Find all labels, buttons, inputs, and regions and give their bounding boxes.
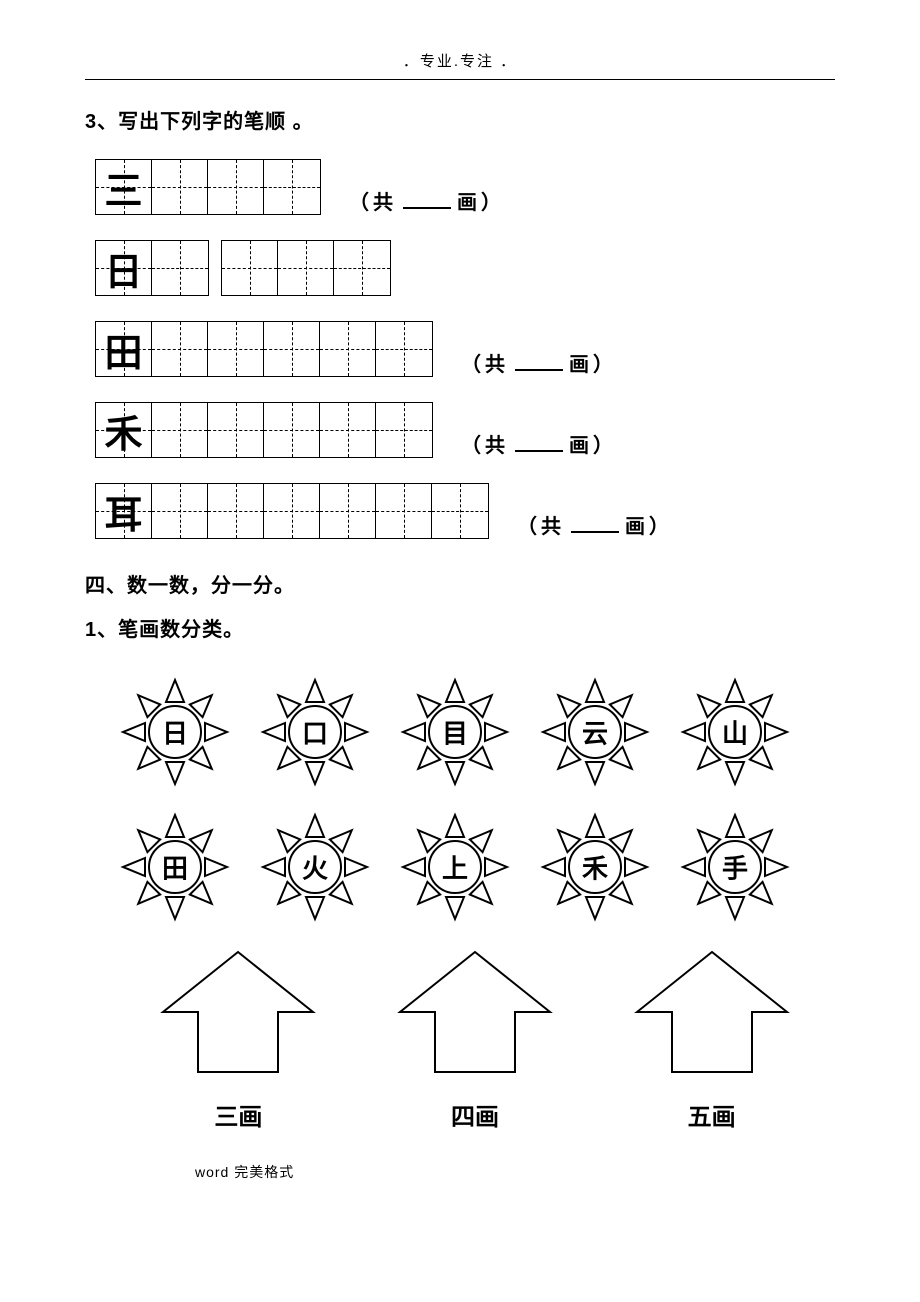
count-blank[interactable] <box>571 517 619 533</box>
arrow-label: 四画 <box>395 1097 555 1132</box>
grid-cell[interactable] <box>320 322 376 376</box>
grid-cell[interactable] <box>376 322 432 376</box>
worksheet-page: ．专业.专注 ． 3、写出下列字的笔顺 。 三（共画）日田（共画）禾（共画）耳（… <box>0 0 920 1212</box>
seed-character: 三 <box>104 160 142 215</box>
stroke-row: 日 <box>95 240 835 296</box>
category-arrow: 三画 <box>158 947 318 1132</box>
grid-cell[interactable] <box>152 241 208 295</box>
sun-character: 云 <box>582 714 608 751</box>
count-blank[interactable] <box>515 436 563 452</box>
count-suffix: 画） <box>457 186 505 215</box>
count-blank[interactable] <box>515 355 563 371</box>
sun-character: 田 <box>162 849 188 886</box>
count-prefix: （共 <box>461 429 509 458</box>
grid-cell[interactable]: 三 <box>96 160 152 214</box>
grid-cell[interactable] <box>208 484 264 538</box>
suns-row-1: 日口目云山 <box>115 672 835 792</box>
stroke-row: 三 （共 画） <box>95 159 835 215</box>
stroke-count-label: （共 画） <box>461 348 617 377</box>
sun-badge: 禾 <box>535 807 655 927</box>
grid-cell[interactable] <box>208 403 264 457</box>
grid-cell[interactable] <box>208 160 264 214</box>
grid-cell[interactable] <box>264 322 320 376</box>
grid-cell[interactable] <box>376 403 432 457</box>
top-rule <box>85 79 835 80</box>
grid-cell[interactable] <box>152 160 208 214</box>
grid-cell[interactable] <box>320 403 376 457</box>
sun-character: 火 <box>302 849 328 886</box>
stroke-row: 田 （共 画） <box>95 321 835 377</box>
sun-badge: 日 <box>115 672 235 792</box>
sun-character: 山 <box>722 714 748 751</box>
count-suffix: 画） <box>569 429 617 458</box>
arrow-label: 三画 <box>158 1097 318 1132</box>
grid-strip: 日 <box>95 240 209 296</box>
section4-sub: 1、笔画数分类。 <box>85 613 835 642</box>
category-arrow: 五画 <box>632 947 792 1132</box>
footer-text: word 完美格式 <box>195 1162 835 1182</box>
stroke-order-rows: 三（共画）日田（共画）禾（共画）耳（共画） <box>85 159 835 539</box>
header-text: ．专业.专注 ． <box>85 50 835 71</box>
grid-strip <box>221 240 391 296</box>
seed-character: 禾 <box>104 403 142 458</box>
sun-badge: 目 <box>395 672 515 792</box>
grid-strip: 田 <box>95 321 433 377</box>
sun-badge: 口 <box>255 672 375 792</box>
suns-row-2: 田火上禾手 <box>115 807 835 927</box>
sun-badge: 田 <box>115 807 235 927</box>
count-prefix: （共 <box>517 510 565 539</box>
arrow-label: 五画 <box>632 1097 792 1132</box>
category-arrow: 四画 <box>395 947 555 1132</box>
stroke-row: 耳 （共 画） <box>95 483 835 539</box>
count-suffix: 画） <box>625 510 673 539</box>
grid-cell[interactable]: 田 <box>96 322 152 376</box>
grid-cell[interactable] <box>208 322 264 376</box>
suns-container: 日 口 目 云 山 田 火 上 禾 手 <box>115 672 835 927</box>
sun-character: 口 <box>302 714 328 751</box>
grid-strip: 耳 <box>95 483 489 539</box>
stroke-count-label: （共 画） <box>349 186 505 215</box>
arrows-row: 三画 四画 五画 <box>145 947 805 1132</box>
sun-badge: 火 <box>255 807 375 927</box>
sun-badge: 云 <box>535 672 655 792</box>
seed-character: 耳 <box>104 484 142 539</box>
grid-cell[interactable] <box>334 241 390 295</box>
stroke-count-label: （共 画） <box>461 429 617 458</box>
sun-badge: 手 <box>675 807 795 927</box>
sun-character: 上 <box>442 849 468 886</box>
grid-cell[interactable] <box>152 322 208 376</box>
sun-badge: 山 <box>675 672 795 792</box>
grid-cell[interactable] <box>264 160 320 214</box>
grid-strip: 禾 <box>95 402 433 458</box>
grid-cell[interactable] <box>376 484 432 538</box>
grid-cell[interactable] <box>152 403 208 457</box>
seed-character: 日 <box>104 241 142 296</box>
grid-cell[interactable]: 禾 <box>96 403 152 457</box>
count-prefix: （共 <box>349 186 397 215</box>
q3-title: 3、写出下列字的笔顺 。 <box>85 105 835 134</box>
grid-cell[interactable] <box>222 241 278 295</box>
stroke-count-label: （共 画） <box>517 510 673 539</box>
sun-character: 目 <box>442 714 468 751</box>
grid-cell[interactable] <box>432 484 488 538</box>
sun-character: 手 <box>722 849 748 886</box>
sun-character: 禾 <box>582 849 608 886</box>
grid-cell[interactable] <box>152 484 208 538</box>
count-prefix: （共 <box>461 348 509 377</box>
sun-character: 日 <box>162 714 188 751</box>
seed-character: 田 <box>104 322 142 377</box>
grid-cell[interactable] <box>264 484 320 538</box>
grid-cell[interactable]: 日 <box>96 241 152 295</box>
section4-heading: 四、数一数，分一分。 <box>85 569 835 598</box>
sun-badge: 上 <box>395 807 515 927</box>
grid-strip: 三 <box>95 159 321 215</box>
grid-cell[interactable] <box>264 403 320 457</box>
stroke-row: 禾 （共 画） <box>95 402 835 458</box>
grid-cell[interactable] <box>278 241 334 295</box>
grid-cell[interactable] <box>320 484 376 538</box>
count-blank[interactable] <box>403 193 451 209</box>
grid-cell[interactable]: 耳 <box>96 484 152 538</box>
count-suffix: 画） <box>569 348 617 377</box>
